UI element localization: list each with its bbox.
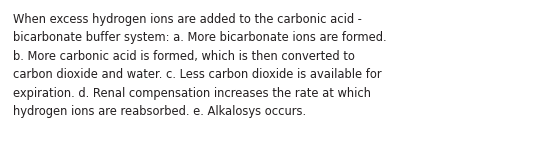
Text: When excess hydrogen ions are added to the carbonic acid -
bicarbonate buffer sy: When excess hydrogen ions are added to t… bbox=[13, 13, 387, 119]
